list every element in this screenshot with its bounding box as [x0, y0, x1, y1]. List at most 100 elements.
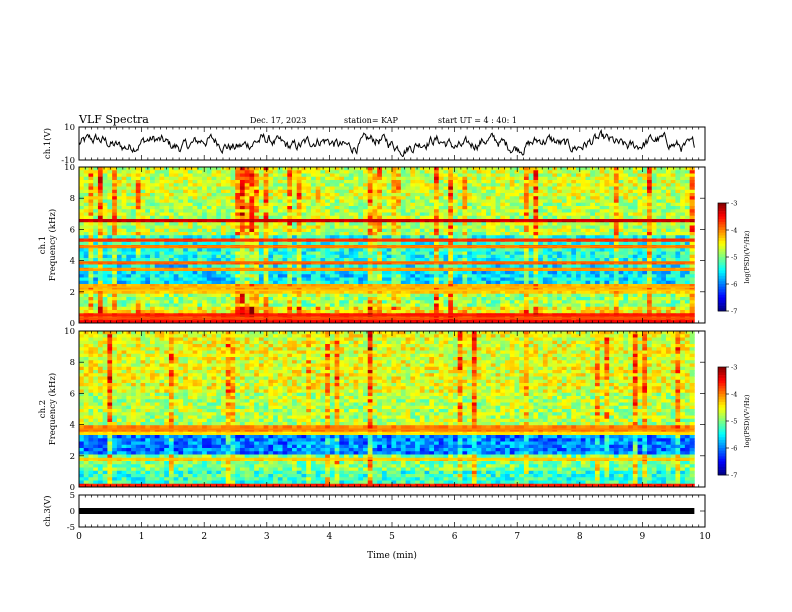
heatmap-cell: [448, 183, 454, 187]
heatmap-cell: [88, 261, 94, 265]
heatmap-cell: [140, 222, 146, 226]
heatmap-cell: [490, 274, 496, 278]
heatmap-cell: [320, 173, 326, 178]
heatmap-cell: [481, 176, 487, 181]
heatmap-cell: [116, 251, 122, 256]
heatmap-cell: [277, 183, 283, 187]
heatmap-cell: [239, 202, 246, 207]
heatmap-cell: [112, 186, 118, 191]
heatmap-cell: [528, 248, 534, 252]
heatmap-cell: [585, 180, 591, 184]
heatmap-cell: [490, 202, 496, 207]
heatmap-cell: [637, 258, 643, 262]
heatmap-cell: [358, 271, 364, 275]
heatmap-cell: [306, 264, 312, 269]
heatmap-cell: [206, 232, 212, 236]
heatmap-cell: [542, 193, 549, 197]
heatmap-cell: [97, 176, 104, 181]
heatmap-cell: [571, 212, 577, 217]
heatmap-cell: [79, 183, 85, 187]
heatmap-cell: [320, 241, 326, 246]
heatmap-cell: [462, 170, 468, 174]
heatmap-cell: [594, 261, 601, 265]
heatmap-cell: [580, 196, 586, 200]
heatmap-cell: [339, 241, 345, 246]
heatmap-cell: [258, 271, 264, 275]
heatmap-cell: [202, 222, 208, 226]
heatmap-cell: [187, 261, 193, 265]
heatmap-cell: [594, 228, 601, 233]
heatmap-cell: [400, 183, 407, 187]
heatmap-cell: [486, 189, 492, 194]
heatmap-cell: [637, 222, 643, 226]
heatmap-cell: [348, 215, 354, 220]
heatmap-cell: [93, 271, 99, 275]
heatmap-cell: [590, 173, 596, 178]
heatmap-cell: [661, 254, 667, 259]
heatmap-cell: [310, 199, 317, 204]
heatmap-cell: [410, 251, 416, 256]
heatmap-cell: [651, 271, 657, 275]
heatmap-cell: [405, 232, 411, 236]
heatmap-cell: [599, 186, 605, 191]
heatmap-cell: [102, 215, 108, 220]
heatmap-cell: [552, 183, 558, 187]
heatmap-cell: [187, 254, 193, 259]
heatmap-cell: [377, 284, 383, 288]
heatmap-cell: [452, 212, 459, 217]
heatmap-cell: [145, 199, 151, 204]
heatmap-cell: [632, 277, 638, 282]
heatmap-cell: [528, 180, 534, 184]
heatmap-cell: [301, 209, 307, 213]
heatmap-cell: [533, 254, 539, 259]
heatmap-cell: [102, 251, 108, 256]
heatmap-cell: [83, 173, 89, 178]
heatmap-cell: [670, 183, 676, 187]
heatmap-cell: [249, 209, 255, 213]
heatmap-cell: [580, 251, 586, 256]
heatmap-cell: [235, 277, 241, 282]
heatmap-cell: [282, 209, 288, 213]
heatmap-cell: [429, 232, 435, 236]
heatmap-cell: [107, 206, 113, 210]
heatmap-cell: [154, 251, 160, 256]
heatmap-cell: [325, 189, 331, 194]
heatmap-cell: [320, 271, 326, 275]
heatmap-cell: [505, 180, 511, 184]
heatmap-cell: [386, 228, 392, 233]
heatmap-cell: [287, 232, 293, 236]
heatmap-cell: [88, 222, 94, 226]
heatmap-cell: [576, 183, 582, 187]
heatmap-cell: [566, 212, 572, 217]
heatmap-cell: [150, 193, 156, 197]
heatmap-cell: [168, 170, 175, 174]
heatmap-cell: [576, 222, 582, 226]
heatmap-cell: [192, 264, 198, 269]
heatmap-cell: [656, 212, 662, 217]
heatmap-cell: [400, 167, 407, 171]
heatmap-cell: [315, 261, 321, 265]
heatmap-cell: [268, 215, 274, 220]
heatmap-cell: [150, 219, 156, 223]
heatmap-cell: [448, 241, 454, 246]
heatmap-cell: [197, 232, 203, 236]
heatmap-cell: [481, 209, 487, 213]
heatmap-cell: [509, 215, 515, 220]
heatmap-cell: [126, 189, 132, 194]
heatmap-cell: [93, 176, 99, 181]
heatmap-cell: [197, 167, 203, 171]
heatmap-cell: [642, 206, 648, 210]
heatmap-cell: [102, 170, 108, 174]
heatmap-cell: [202, 209, 208, 213]
heatmap-cell: [538, 176, 544, 181]
heatmap-cell: [528, 225, 534, 230]
heatmap-cell: [358, 193, 364, 197]
heatmap-cell: [353, 277, 359, 282]
heatmap-cell: [429, 186, 435, 191]
heatmap-cell: [438, 196, 444, 200]
heatmap-cell: [187, 167, 193, 171]
heatmap-cell: [348, 193, 354, 197]
heatmap-cell: [197, 277, 203, 282]
heatmap-cell: [528, 186, 534, 191]
heatmap-cell: [519, 183, 525, 187]
